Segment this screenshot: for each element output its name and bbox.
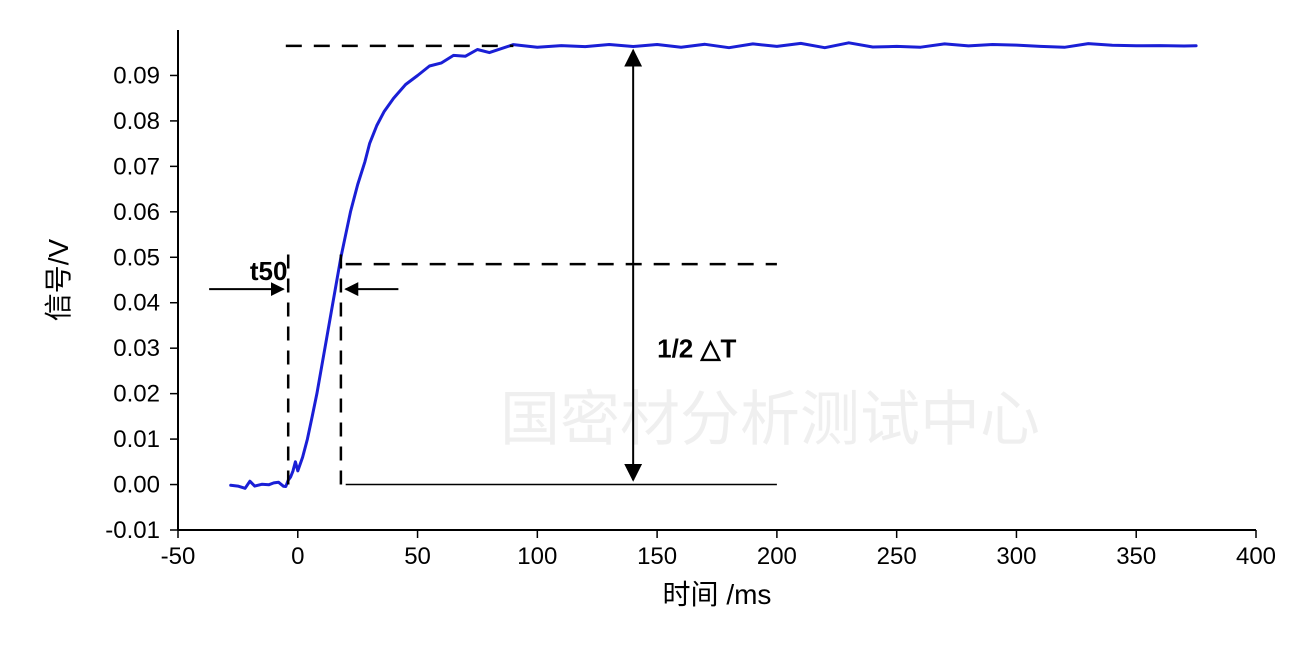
x-tick-label: -50 — [161, 543, 196, 570]
x-tick-label: 400 — [1236, 543, 1276, 570]
y-tick-label: 0.04 — [113, 290, 160, 317]
y-tick-label: 0.09 — [113, 62, 160, 89]
x-tick-label: 150 — [637, 543, 677, 570]
y-tick-label: 0.01 — [113, 426, 160, 453]
y-tick-label: 0.06 — [113, 199, 160, 226]
x-tick-label: 250 — [877, 543, 917, 570]
x-tick-label: 0 — [291, 543, 304, 570]
watermark: 国密材分析测试中心 — [500, 387, 1040, 453]
y-tick-label: 0.08 — [113, 108, 160, 135]
y-tick-label: 0.03 — [113, 335, 160, 362]
x-tick-label: 350 — [1116, 543, 1156, 570]
x-tick-label: 50 — [404, 543, 431, 570]
y-axis-label: 信号/V — [43, 238, 74, 321]
chart-svg: 国密材分析测试中心 -50 0 50 100 150 200 250 300 350 400 -0.0… — [0, 0, 1312, 654]
x-tick-label: 100 — [517, 543, 557, 570]
y-tick-label: 0.05 — [113, 244, 160, 271]
y-tick-label: -0.01 — [105, 517, 160, 544]
t50-label: t50 — [250, 256, 288, 286]
signal-time-chart: 国密材分析测试中心 -50 0 50 100 150 200 250 300 350 400 -0.0… — [0, 0, 1312, 654]
y-tick-label: 0.07 — [113, 153, 160, 180]
y-tick-label: 0.00 — [113, 472, 160, 499]
y-tick-label: 0.02 — [113, 381, 160, 408]
half-delta-t-label: 1/2 △T — [657, 333, 736, 363]
x-tick-label: 200 — [757, 543, 797, 570]
x-axis-label: 时间 /ms — [663, 579, 772, 610]
x-tick-label: 300 — [996, 543, 1036, 570]
